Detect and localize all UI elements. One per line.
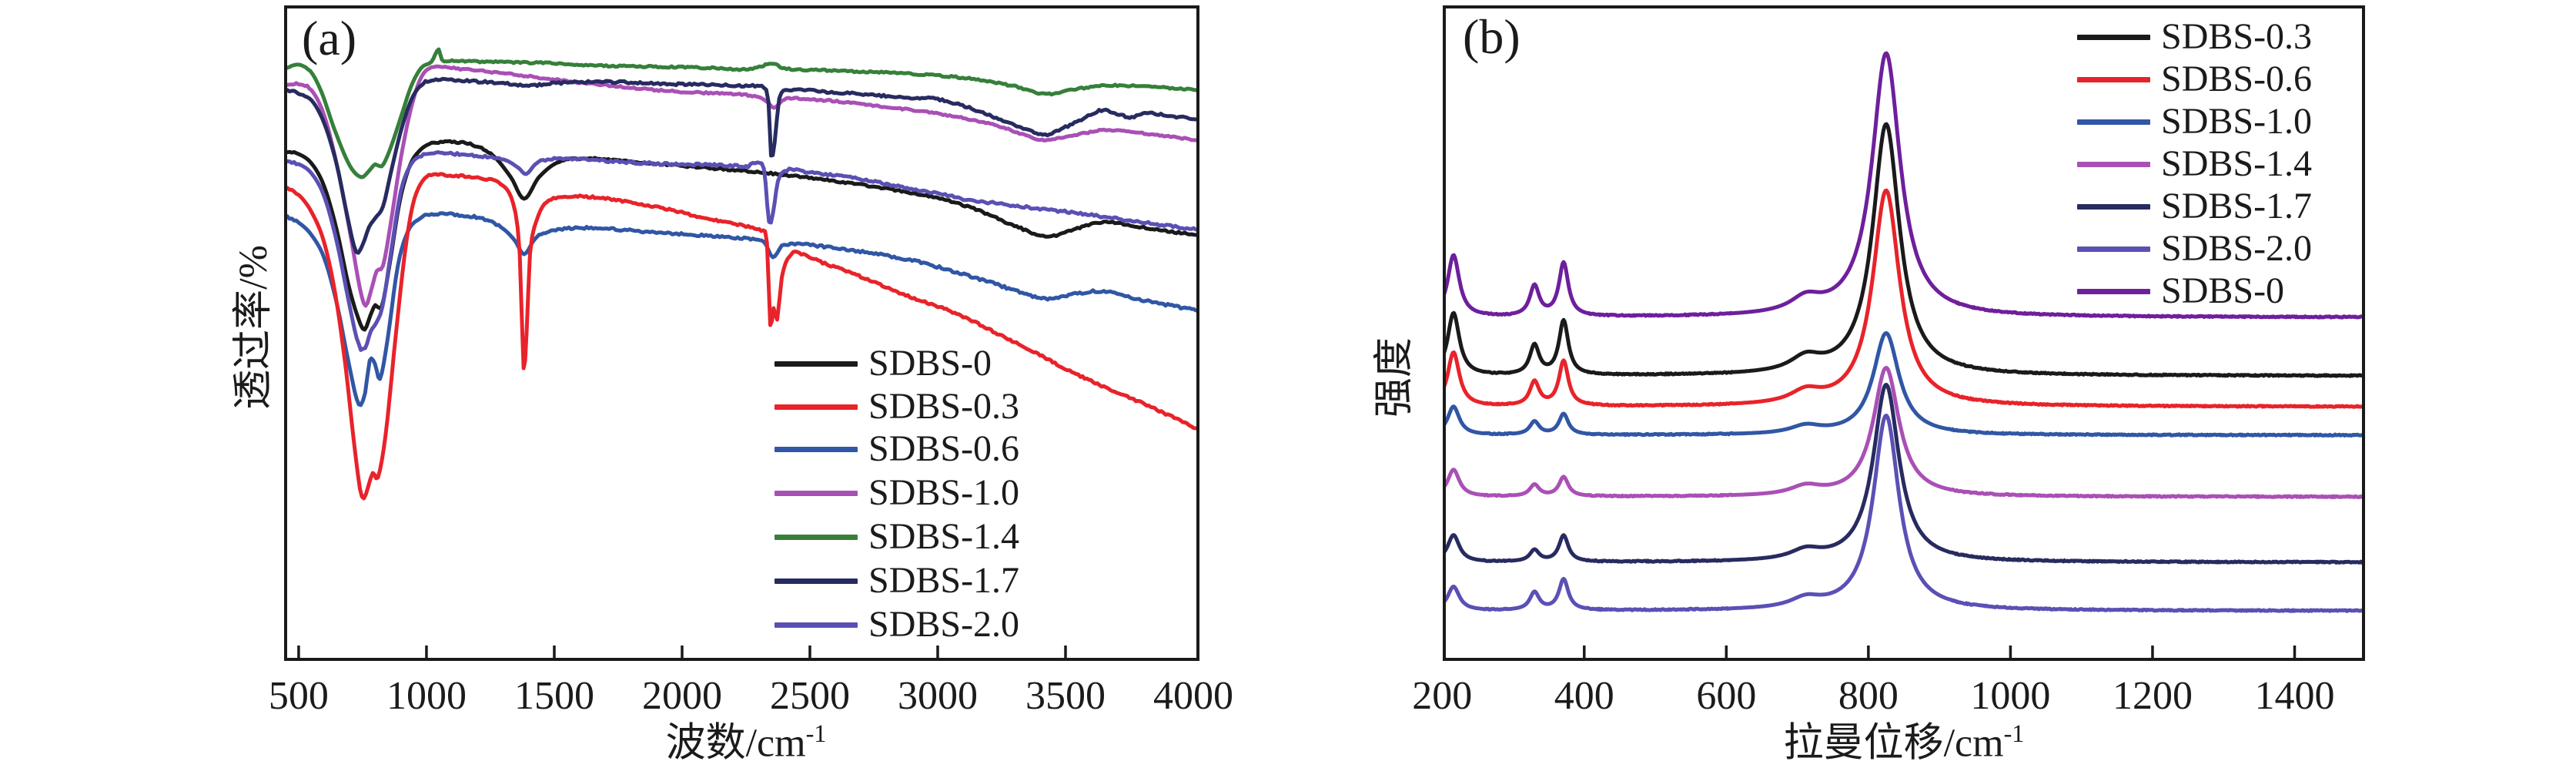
panel-b-curve-sdbs-2.0 bbox=[1446, 414, 2362, 613]
panel-a-x-tick-label-1500: 1500 bbox=[514, 674, 594, 718]
legend-line-swatch bbox=[774, 404, 858, 410]
panel-b-x-tick-label-1200: 1200 bbox=[2112, 674, 2193, 718]
panel-b-curve-sdbs-0 bbox=[1446, 51, 2362, 320]
legend-label: SDBS-1.7 bbox=[868, 560, 1020, 601]
panel-a-legend-item-sdbs-2.0: SDBS-2.0 bbox=[774, 606, 1019, 643]
panel-a-curve-sdbs-0 bbox=[287, 139, 1196, 332]
legend-label: SDBS-1.4 bbox=[2161, 143, 2313, 184]
panel-b-legend-item-sdbs-2.0: SDBS-2.0 bbox=[2077, 230, 2312, 267]
legend-line-swatch bbox=[774, 578, 858, 584]
panel-b-legend-item-sdbs-1.7: SDBS-1.7 bbox=[2077, 188, 2312, 225]
panel-a-label: (a) bbox=[302, 11, 357, 65]
panel-b-x-axis-title: 拉曼位移/cm-1 bbox=[1784, 721, 2025, 763]
panel-a-x-title-sup: -1 bbox=[805, 719, 827, 747]
legend-label: SDBS-1.0 bbox=[868, 472, 1020, 513]
panel-a-y-axis-title: 透过率/% bbox=[232, 245, 276, 410]
legend-label: SDBS-0.3 bbox=[2161, 16, 2313, 57]
panel-b-frame bbox=[1443, 5, 2365, 661]
panel-a-x-tick-label-3000: 3000 bbox=[897, 674, 978, 718]
legend-label: SDBS-2.0 bbox=[2161, 228, 2313, 269]
panel-a-x-title-main: 波数/cm bbox=[665, 721, 806, 766]
panel-b-x-tick-label-1000: 1000 bbox=[1970, 674, 2051, 718]
panel-b-x-tick-label-800: 800 bbox=[1838, 674, 1899, 718]
panel-a-legend-item-sdbs-0.6: SDBS-0.6 bbox=[774, 431, 1019, 468]
panel-a-x-tick-label-500: 500 bbox=[268, 674, 329, 718]
panel-a-frame bbox=[284, 5, 1199, 661]
legend-label: SDBS-1.0 bbox=[2161, 101, 2313, 142]
panel-b-x-title-sup: -1 bbox=[2003, 719, 2025, 747]
legend-line-swatch bbox=[774, 490, 858, 496]
panel-b-x-tick-label-1400: 1400 bbox=[2254, 674, 2335, 718]
panel-a-curve-sdbs-0.3 bbox=[287, 172, 1196, 501]
panel-a-legend-item-sdbs-1.4: SDBS-1.4 bbox=[774, 518, 1019, 555]
panel-b-x-tick-label-600: 600 bbox=[1696, 674, 1757, 718]
panel-a-curve-sdbs-1.7 bbox=[287, 76, 1196, 255]
panel-a-curve-sdbs-2.0 bbox=[287, 150, 1196, 352]
panel-b-legend-item-sdbs-0: SDBS-0 bbox=[2077, 273, 2284, 310]
panel-a-legend-item-sdbs-0: SDBS-0 bbox=[774, 345, 992, 382]
panel-a-x-tick-label-4000: 4000 bbox=[1153, 674, 1234, 718]
panel-a-x-tick-label-1000: 1000 bbox=[386, 674, 467, 718]
panel-b-y-axis-title: 强度 bbox=[1373, 337, 1417, 418]
legend-label: SDBS-0 bbox=[868, 343, 992, 384]
panel-b-curve-sdbs-1.0 bbox=[1446, 331, 2362, 438]
panel-a-legend-item-sdbs-1.0: SDBS-1.0 bbox=[774, 475, 1019, 511]
panel-a-x-tick-label-2500: 2500 bbox=[769, 674, 850, 718]
legend-label: SDBS-0.3 bbox=[868, 386, 1020, 427]
panel-a-legend-item-sdbs-0.3: SDBS-0.3 bbox=[774, 388, 1019, 425]
legend-line-swatch bbox=[774, 534, 858, 540]
legend-line-swatch bbox=[2077, 76, 2150, 82]
panel-b-curve-sdbs-0.6 bbox=[1446, 188, 2362, 409]
legend-line-swatch bbox=[2077, 119, 2150, 125]
legend-label: SDBS-1.7 bbox=[2161, 186, 2313, 226]
panel-a-x-tick-label-3500: 3500 bbox=[1025, 674, 1106, 718]
panel-a-x-tick-label-2000: 2000 bbox=[641, 674, 722, 718]
panel-b-curve-sdbs-1.4 bbox=[1446, 366, 2362, 499]
legend-line-swatch bbox=[774, 360, 858, 367]
panel-b-label: (b) bbox=[1463, 9, 1521, 64]
legend-line-swatch bbox=[774, 622, 858, 628]
panel-a-curve-sdbs-1.0 bbox=[287, 64, 1196, 308]
panel-b-x-title-main: 拉曼位移/cm bbox=[1783, 721, 2004, 766]
legend-line-swatch bbox=[2077, 203, 2150, 210]
legend-label: SDBS-0.6 bbox=[868, 428, 1020, 469]
legend-line-swatch bbox=[774, 446, 858, 452]
panel-b-curve-sdbs-0.3 bbox=[1446, 122, 2362, 378]
panel-b-x-tick-label-200: 200 bbox=[1412, 674, 1473, 718]
legend-label: SDBS-1.4 bbox=[868, 516, 1020, 557]
panel-a-curve-sdbs-0.6 bbox=[287, 211, 1196, 407]
legend-line-swatch bbox=[2077, 288, 2150, 294]
panel-b-legend-item-sdbs-0.6: SDBS-0.6 bbox=[2077, 61, 2312, 98]
legend-label: SDBS-2.0 bbox=[868, 604, 1020, 645]
legend-label: SDBS-0.6 bbox=[2161, 59, 2313, 99]
panel-b-legend-item-sdbs-0.3: SDBS-0.3 bbox=[2077, 18, 2312, 55]
legend-line-swatch bbox=[2077, 34, 2150, 40]
legend-line-swatch bbox=[2077, 246, 2150, 252]
panel-b-legend-item-sdbs-1.4: SDBS-1.4 bbox=[2077, 146, 2312, 183]
panel-a-x-axis-title: 波数/cm-1 bbox=[666, 721, 827, 763]
panel-b-curve-sdbs-1.7 bbox=[1446, 383, 2362, 565]
panel-a-curve-sdbs-1.4 bbox=[287, 47, 1196, 179]
legend-line-swatch bbox=[2077, 161, 2150, 167]
legend-label: SDBS-0 bbox=[2161, 270, 2285, 311]
panel-b-x-tick-label-400: 400 bbox=[1554, 674, 1614, 718]
panel-a-legend-item-sdbs-1.7: SDBS-1.7 bbox=[774, 562, 1019, 599]
panel-b-legend-item-sdbs-1.0: SDBS-1.0 bbox=[2077, 103, 2312, 140]
